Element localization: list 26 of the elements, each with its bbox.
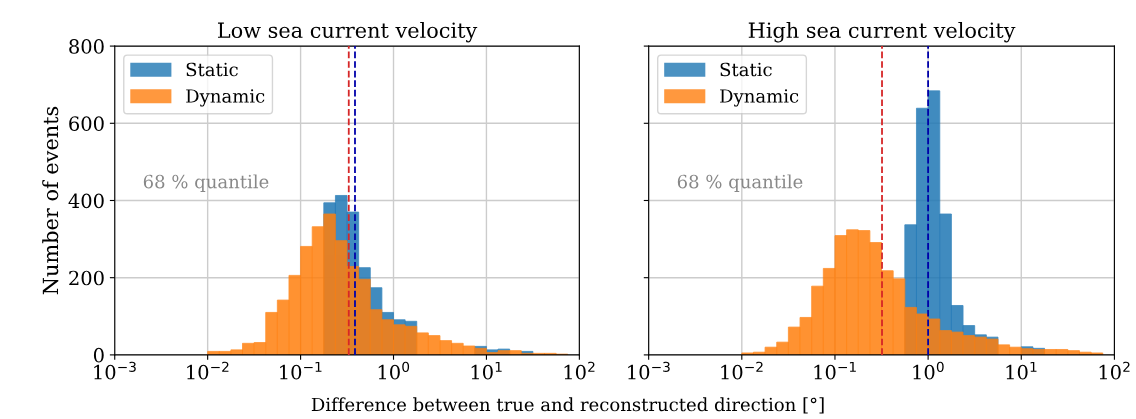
annotation: 68 % quantile: [677, 174, 803, 192]
x-tick-label: 10$^{−3}$: [628, 361, 670, 380]
x-tick-label: 10$^{1}$: [1006, 361, 1037, 380]
x-tick-label: 10$^{2}$: [1099, 361, 1130, 380]
y-axis-title: Number of events: [42, 106, 59, 295]
annotation: 68 % quantile: [143, 174, 269, 192]
chart-title: Low sea current velocity: [217, 21, 478, 43]
x-tick-label: 10$^{0}$: [913, 361, 944, 380]
x-tick-label: 10$^{−2}$: [187, 361, 229, 380]
legend-label: Static: [186, 62, 238, 77]
legend-label: Dynamic: [720, 89, 799, 107]
x-tick-label: 10$^{1}$: [471, 361, 502, 380]
x-tick-label: 10$^{−2}$: [721, 361, 763, 380]
legend-label: Static: [720, 62, 772, 77]
legend-label: Dynamic: [186, 89, 265, 107]
y-tick-label: 600: [69, 116, 104, 131]
y-tick-label: 400: [68, 193, 104, 209]
x-tick-label: 10$^{−1}$: [280, 361, 322, 380]
x-tick-label: 10$^{−1}$: [814, 361, 856, 380]
chart-title: High sea current velocity: [748, 21, 1016, 43]
y-tick-label: 800: [69, 39, 104, 54]
y-tick-label: 0: [93, 347, 104, 363]
x-tick-label: 10$^{0}$: [378, 361, 410, 380]
y-tick-label: 200: [69, 270, 104, 286]
x-axis-title: Difference between true and reconstructed direction [°]: [311, 397, 824, 414]
x-tick-label: 10$^{2}$: [564, 361, 595, 380]
